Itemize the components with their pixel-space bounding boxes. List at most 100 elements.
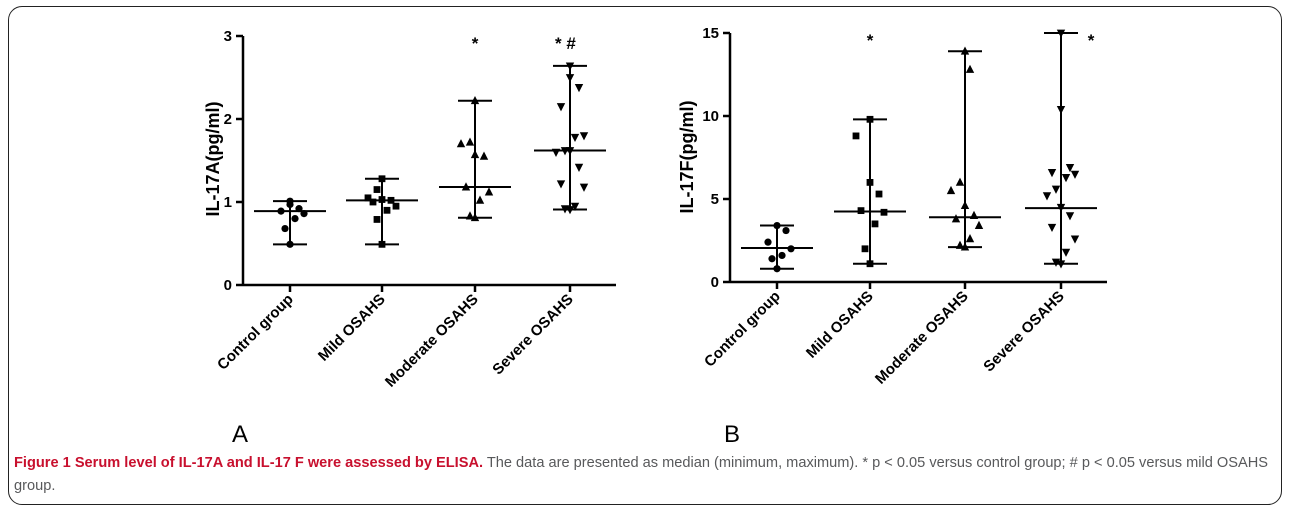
data-point-il17f-2-10 bbox=[960, 46, 970, 55]
data-point-il17a-2-4 bbox=[461, 182, 471, 191]
significance-mark-il17f-1: * bbox=[1088, 31, 1095, 50]
data-point-il17f-0-2 bbox=[778, 251, 786, 260]
data-point-il17a-3-9 bbox=[570, 133, 580, 143]
data-point-il17f-0-1 bbox=[768, 255, 776, 263]
y-tick-label-il17a-3: 3 bbox=[224, 28, 232, 45]
y-tick-label-il17a-0: 0 bbox=[224, 277, 232, 294]
data-point-il17a-3-3 bbox=[579, 183, 589, 192]
data-point-il17f-2-7 bbox=[946, 185, 956, 195]
data-point-il17a-0-5 bbox=[295, 205, 303, 213]
data-point-il17a-3-2 bbox=[570, 202, 580, 211]
category-label-il17f-3: Severe OSAHS bbox=[980, 288, 1067, 375]
data-point-il17f-2-3 bbox=[974, 220, 984, 229]
y-tick-label-il17f-10: 10 bbox=[702, 108, 719, 125]
data-point-il17f-2-4 bbox=[951, 214, 961, 223]
y-tick-label-il17a-1: 1 bbox=[224, 194, 232, 211]
data-point-il17a-0-0 bbox=[286, 240, 294, 248]
data-point-il17f-2-8 bbox=[955, 177, 965, 186]
data-point-il17a-3-11 bbox=[556, 103, 566, 112]
data-point-il17a-2-8 bbox=[465, 137, 475, 146]
data-point-il17a-1-1 bbox=[373, 216, 381, 223]
y-tick-label-il17a-2: 2 bbox=[224, 111, 232, 128]
significance-mark-il17a-0: * bbox=[472, 34, 479, 53]
data-point-il17a-2-1 bbox=[465, 211, 475, 220]
figure-frame bbox=[8, 6, 1282, 505]
caption-lead: Figure 1 Serum level of IL-17A and IL-17… bbox=[14, 455, 484, 471]
data-point-il17a-1-5 bbox=[387, 196, 395, 204]
data-point-il17a-2-7 bbox=[456, 139, 466, 148]
data-point-il17a-0-4 bbox=[277, 207, 285, 215]
data-point-il17f-1-4 bbox=[857, 207, 865, 215]
data-point-il17f-1-3 bbox=[880, 208, 888, 216]
data-point-il17a-1-9 bbox=[378, 175, 386, 183]
data-point-il17f-0-5 bbox=[782, 226, 790, 235]
figure-caption: Figure 1 Serum level of IL-17A and IL-17… bbox=[14, 452, 1269, 498]
data-point-il17f-1-8 bbox=[866, 115, 874, 123]
data-point-il17a-1-0 bbox=[378, 240, 386, 248]
data-point-il17a-3-5 bbox=[574, 163, 584, 172]
category-label-il17f-0: Control group bbox=[701, 288, 784, 371]
panel-letter-b: B bbox=[724, 421, 740, 448]
data-point-il17a-3-0 bbox=[565, 206, 575, 215]
data-point-il17f-1-0 bbox=[866, 260, 874, 268]
data-point-il17a-0-2 bbox=[291, 215, 299, 223]
data-point-il17f-1-5 bbox=[875, 190, 883, 198]
data-point-il17a-1-7 bbox=[364, 194, 372, 202]
data-point-il17f-2-6 bbox=[960, 200, 970, 210]
data-point-il17f-3-2 bbox=[1061, 248, 1071, 257]
data-point-il17f-2-5 bbox=[969, 210, 979, 219]
data-point-il17f-3-7 bbox=[1042, 192, 1052, 201]
data-point-il17a-3-8 bbox=[560, 147, 570, 156]
category-label-il17a-3: Severe OSAHS bbox=[489, 291, 576, 378]
significance-mark-il17f-0: * bbox=[867, 31, 874, 50]
data-point-il17a-2-5 bbox=[479, 151, 489, 160]
data-point-il17a-0-7 bbox=[286, 197, 294, 205]
data-point-il17f-2-2 bbox=[965, 234, 975, 243]
data-point-il17f-3-13 bbox=[1056, 105, 1066, 115]
data-point-il17a-1-3 bbox=[392, 202, 400, 210]
data-point-il17a-3-10 bbox=[579, 132, 589, 141]
data-point-il17f-3-9 bbox=[1061, 174, 1071, 183]
data-point-il17f-1-1 bbox=[861, 245, 869, 253]
data-point-il17f-3-10 bbox=[1070, 170, 1080, 179]
data-point-il17f-3-3 bbox=[1070, 235, 1080, 244]
y-tick-label-il17f-0: 0 bbox=[711, 274, 719, 291]
category-label-il17a-1: Mild OSAHS bbox=[315, 291, 389, 365]
data-point-il17a-3-13 bbox=[565, 74, 575, 83]
data-point-il17a-3-4 bbox=[556, 180, 566, 189]
data-point-il17a-3-7 bbox=[551, 148, 561, 157]
data-point-il17a-3-1 bbox=[560, 205, 570, 214]
data-point-il17f-3-4 bbox=[1047, 223, 1057, 233]
chart-il17a: IL-17A(pg/ml) 0 1 2 3 Control group Mild OSAH… bbox=[203, 28, 616, 391]
data-point-il17f-3-5 bbox=[1065, 212, 1075, 221]
category-label-il17a-2: Moderate OSAHS bbox=[382, 291, 482, 391]
data-point-il17f-2-1 bbox=[955, 240, 965, 249]
y-tick-label-il17f-5: 5 bbox=[711, 191, 719, 208]
caption-body: The data are presented as median (minimu… bbox=[14, 455, 1268, 494]
data-point-il17f-3-8 bbox=[1051, 185, 1061, 194]
data-point-il17a-2-6 bbox=[470, 149, 480, 159]
significance-mark-il17a-1: * # bbox=[555, 34, 576, 53]
data-point-il17a-2-3 bbox=[484, 187, 494, 196]
data-point-il17a-0-3 bbox=[300, 210, 308, 218]
data-point-il17f-3-12 bbox=[1065, 164, 1075, 173]
data-point-il17f-2-9 bbox=[965, 64, 975, 73]
data-point-il17f-0-3 bbox=[787, 245, 795, 253]
data-point-il17a-1-6 bbox=[378, 196, 386, 203]
data-point-il17f-0-6 bbox=[773, 221, 781, 230]
chart-il17f: IL-17F(pg/ml) 0 5 10 15 Control group Mild OS… bbox=[677, 25, 1107, 388]
data-point-il17f-1-7 bbox=[852, 132, 860, 140]
panel-letter-a: A bbox=[232, 421, 248, 448]
data-point-il17a-3-12 bbox=[574, 84, 584, 93]
y-axis-title-il17a: IL-17A(pg/ml) bbox=[203, 101, 223, 216]
data-point-il17a-2-2 bbox=[475, 195, 485, 204]
y-axis-title-il17f: IL-17F(pg/ml) bbox=[677, 101, 697, 214]
data-point-il17f-0-4 bbox=[764, 238, 772, 246]
data-point-il17a-2-9 bbox=[470, 95, 480, 105]
data-point-il17a-0-1 bbox=[281, 224, 289, 233]
data-point-il17f-3-0 bbox=[1056, 260, 1066, 269]
data-point-il17f-1-6 bbox=[866, 179, 874, 186]
category-label-il17a-0: Control group bbox=[214, 291, 297, 374]
y-tick-label-il17f-15: 15 bbox=[702, 25, 719, 42]
data-point-il17f-3-1 bbox=[1051, 258, 1061, 267]
